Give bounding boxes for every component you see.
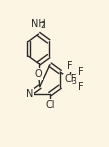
Text: F: F bbox=[77, 67, 83, 77]
Text: F: F bbox=[67, 61, 73, 71]
Text: O: O bbox=[35, 69, 42, 79]
Text: N: N bbox=[26, 89, 33, 99]
Text: 2: 2 bbox=[41, 21, 46, 30]
Text: NH: NH bbox=[31, 19, 46, 29]
Text: F: F bbox=[77, 82, 83, 92]
Text: 3: 3 bbox=[72, 77, 77, 86]
Text: CF: CF bbox=[64, 74, 76, 84]
Text: Cl: Cl bbox=[45, 100, 55, 110]
